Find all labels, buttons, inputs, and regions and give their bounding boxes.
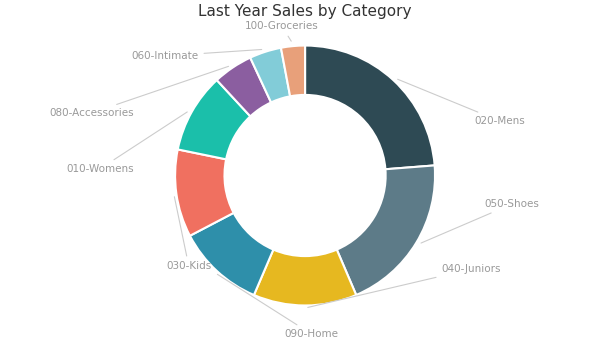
Text: 090-Home: 090-Home [217,274,338,339]
Wedge shape [190,213,274,295]
Wedge shape [250,48,290,103]
Text: 080-Accessories: 080-Accessories [49,66,229,118]
Wedge shape [178,80,250,159]
Text: 050-Shoes: 050-Shoes [421,199,539,243]
Text: 100-Groceries: 100-Groceries [245,21,319,41]
Wedge shape [217,58,271,116]
Wedge shape [305,45,434,169]
Text: 030-Kids: 030-Kids [166,197,211,272]
Wedge shape [281,45,305,96]
Text: 040-Juniors: 040-Juniors [308,264,501,307]
Wedge shape [175,149,233,236]
Wedge shape [337,166,435,295]
Text: 060-Intimate: 060-Intimate [131,50,262,61]
Text: 020-Mens: 020-Mens [398,79,525,126]
Text: 010-Womens: 010-Womens [66,112,187,174]
Title: Last Year Sales by Category: Last Year Sales by Category [199,4,412,19]
Wedge shape [254,250,356,305]
